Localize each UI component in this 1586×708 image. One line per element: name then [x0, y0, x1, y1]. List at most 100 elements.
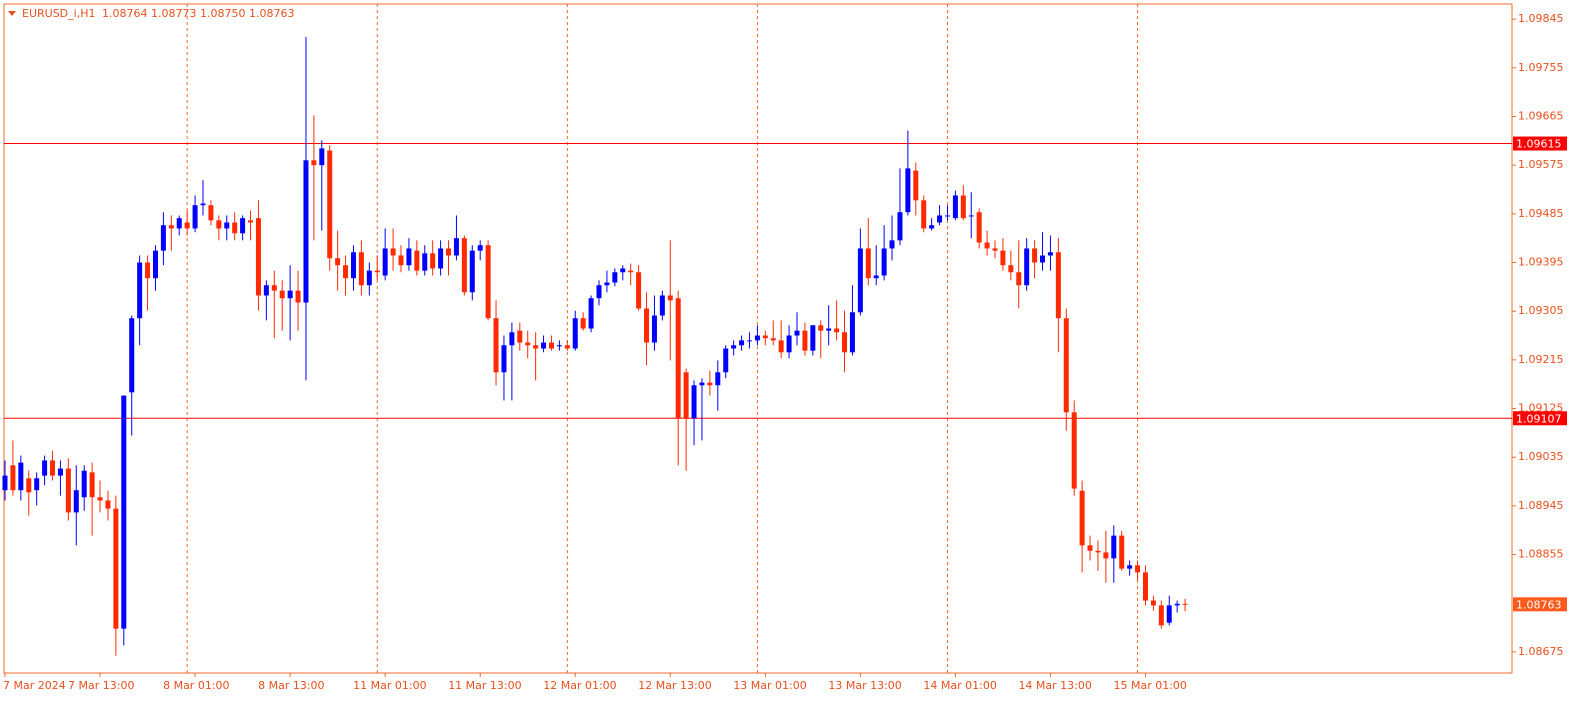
- y-tick-label: 1.09665: [1518, 109, 1564, 122]
- candle-body: [564, 345, 570, 349]
- candle-body: [34, 478, 40, 491]
- x-tick-label: 13 Mar 01:00: [733, 679, 806, 692]
- candle-body: [897, 212, 903, 241]
- candle-body: [1142, 572, 1148, 601]
- candle-body: [57, 468, 63, 476]
- candle-body: [628, 270, 634, 273]
- candle-body: [857, 248, 863, 313]
- candle-body: [746, 340, 752, 342]
- candle-body: [754, 335, 760, 341]
- candle-body: [374, 270, 380, 273]
- candle-body: [723, 348, 729, 373]
- candle-body: [477, 245, 483, 251]
- candle-body: [129, 318, 135, 393]
- candle-body: [588, 298, 594, 329]
- candle-body: [327, 150, 333, 259]
- candle-body: [683, 372, 689, 419]
- candle-body: [10, 465, 16, 491]
- candle-body: [263, 285, 269, 296]
- current-price-box: [1513, 597, 1567, 612]
- y-tick-label: 1.09755: [1518, 61, 1564, 74]
- candle-body: [1174, 603, 1180, 606]
- x-tick-label: 8 Mar 01:00: [163, 679, 229, 692]
- y-tick-label: 1.09485: [1518, 207, 1564, 220]
- candle-body: [311, 160, 317, 166]
- collapse-icon[interactable]: [8, 11, 16, 16]
- candle-body: [731, 345, 737, 349]
- candle-body: [968, 215, 974, 217]
- candle-body: [1095, 550, 1101, 553]
- candle-body: [398, 255, 404, 266]
- candle-body: [659, 295, 665, 316]
- candle-body: [65, 468, 71, 513]
- candle-body: [1047, 252, 1053, 256]
- candle-body: [279, 290, 285, 299]
- candle-body: [612, 272, 618, 283]
- x-tick-label: 14 Mar 13:00: [1018, 679, 1091, 692]
- candle-body: [762, 335, 768, 339]
- x-tick-label: 13 Mar 13:00: [828, 679, 901, 692]
- candle-body: [406, 248, 412, 266]
- candle-body: [699, 382, 705, 386]
- candle-body: [644, 308, 650, 343]
- candle-body: [287, 290, 293, 299]
- candle-body: [913, 170, 919, 201]
- candle-body: [944, 215, 950, 217]
- candle-body: [1087, 545, 1093, 551]
- candle-body: [26, 478, 32, 493]
- candle-body: [826, 328, 832, 331]
- candle-body: [667, 295, 673, 301]
- candle-body: [1016, 272, 1022, 286]
- candle-body: [446, 248, 452, 256]
- ohlc-label: 1.08764 1.08773 1.08750 1.08763: [102, 7, 294, 20]
- candle-body: [1103, 552, 1109, 559]
- horizontal-line-price-label: 1.09107: [1516, 412, 1562, 425]
- candle-body: [651, 315, 657, 343]
- candle-body: [485, 245, 491, 319]
- candle-body: [739, 340, 745, 346]
- candle-body: [707, 382, 713, 386]
- x-tick-label: 7 Mar 2024: [3, 679, 66, 692]
- y-tick-label: 1.09845: [1518, 12, 1564, 25]
- candle-body: [390, 248, 396, 256]
- candle-body: [533, 345, 539, 349]
- candle-body: [105, 500, 111, 509]
- y-tick-label: 1.08675: [1518, 645, 1564, 658]
- candle-body: [929, 225, 935, 229]
- candle-body: [335, 258, 341, 266]
- candle-body: [89, 472, 95, 498]
- plot-frame: [3, 3, 1513, 674]
- candle-body: [493, 318, 499, 373]
- candle-body: [873, 275, 879, 279]
- x-tick-label: 15 Mar 01:00: [1113, 679, 1186, 692]
- candle-body: [343, 265, 349, 279]
- horizontal-line-price-label: 1.09615: [1516, 138, 1562, 151]
- candle-body: [1111, 535, 1117, 559]
- candle-body: [145, 262, 151, 279]
- candle-body: [636, 272, 642, 309]
- candle-body: [992, 248, 998, 251]
- candle-body: [382, 248, 388, 276]
- candle-body: [192, 205, 198, 229]
- candle-body: [1000, 250, 1006, 266]
- candle-body: [548, 342, 554, 349]
- candle-body: [541, 342, 547, 349]
- candle-body: [810, 325, 816, 351]
- candle-body: [1119, 535, 1125, 569]
- candle-body: [715, 372, 721, 386]
- candle-body: [1040, 255, 1046, 263]
- candle-body: [1079, 490, 1085, 546]
- candle-body: [366, 270, 372, 286]
- candle-body: [1127, 565, 1133, 569]
- candle-body: [414, 250, 420, 271]
- candle-body: [121, 395, 127, 629]
- candle-body: [176, 218, 182, 229]
- candle-body: [232, 222, 238, 234]
- candle-body: [208, 205, 214, 221]
- current-price-label: 1.08763: [1516, 598, 1562, 611]
- x-tick-label: 14 Mar 01:00: [923, 679, 996, 692]
- candle-body: [216, 220, 222, 229]
- candle-body: [168, 225, 174, 229]
